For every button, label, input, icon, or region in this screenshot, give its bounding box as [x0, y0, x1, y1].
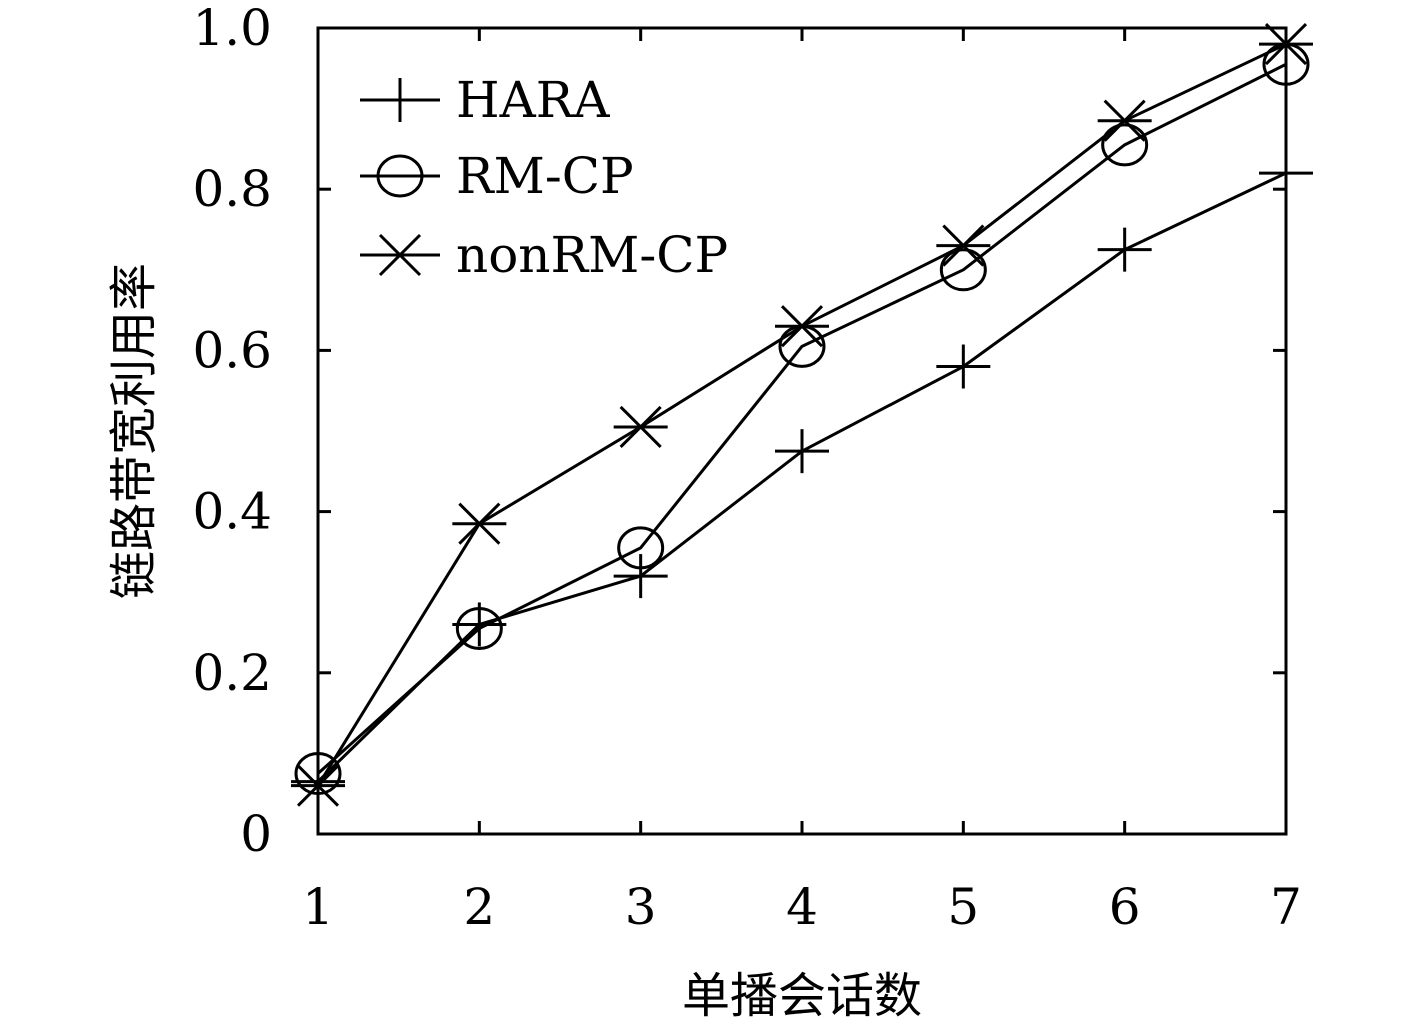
series-rm-cp	[294, 42, 1310, 796]
x-tick-label: 3	[625, 878, 657, 936]
y-tick-label: 0.2	[192, 644, 272, 702]
y-tick-label: 0.6	[192, 321, 272, 379]
x-tick-label: 4	[786, 878, 818, 936]
y-tick-label: 1.0	[192, 0, 272, 57]
legend-label: nonRM-CP	[456, 226, 728, 284]
y-tick-label: 0.8	[192, 160, 272, 218]
data-point	[1097, 99, 1152, 142]
x-tick-label: 7	[1270, 878, 1302, 936]
legend-label: HARA	[456, 71, 610, 129]
legend-label: RM-CP	[456, 147, 634, 205]
data-point	[455, 606, 503, 650]
legend-item: nonRM-CP	[360, 226, 728, 284]
y-tick-label: 0.4	[192, 483, 272, 541]
legend-marker-icon	[373, 233, 427, 277]
data-point	[1259, 151, 1313, 196]
data-point	[617, 526, 665, 570]
x-tick-label: 5	[947, 878, 979, 936]
series-nonrm-cp	[291, 23, 1313, 807]
y-tick-label: 0	[240, 805, 272, 863]
data-point	[452, 502, 507, 545]
data-point	[939, 248, 987, 292]
data-point	[936, 224, 991, 267]
data-point	[1097, 227, 1152, 272]
y-axis-label: 链路带宽利用率	[106, 263, 162, 599]
series-hara	[291, 151, 1313, 804]
x-tick-label: 1	[302, 878, 334, 936]
legend-marker-icon	[376, 154, 424, 198]
data-point	[613, 405, 668, 449]
legend-marker-icon	[373, 78, 427, 122]
data-point	[775, 305, 829, 348]
axis-ticks: 1 2 3 4 5 6 7 0 0.2 0.4 0.6 0.8 1.0	[192, 0, 1301, 936]
data-point	[1259, 23, 1313, 66]
data-point	[291, 764, 345, 807]
x-tick-label: 6	[1109, 878, 1141, 936]
legend: HARA RM-CP nonRM-CP	[360, 71, 728, 284]
legend-item: HARA	[360, 71, 610, 129]
series-line	[316, 62, 1287, 775]
data-point	[294, 752, 342, 796]
x-axis-label: 单播会话数	[682, 968, 922, 1024]
data-point	[291, 759, 345, 804]
x-tick-label: 2	[463, 878, 495, 936]
data-point	[936, 344, 991, 389]
data-point	[775, 429, 829, 474]
series-layer	[291, 23, 1313, 807]
data-point	[613, 554, 668, 599]
legend-item: RM-CP	[360, 147, 634, 205]
data-point	[1101, 123, 1149, 167]
